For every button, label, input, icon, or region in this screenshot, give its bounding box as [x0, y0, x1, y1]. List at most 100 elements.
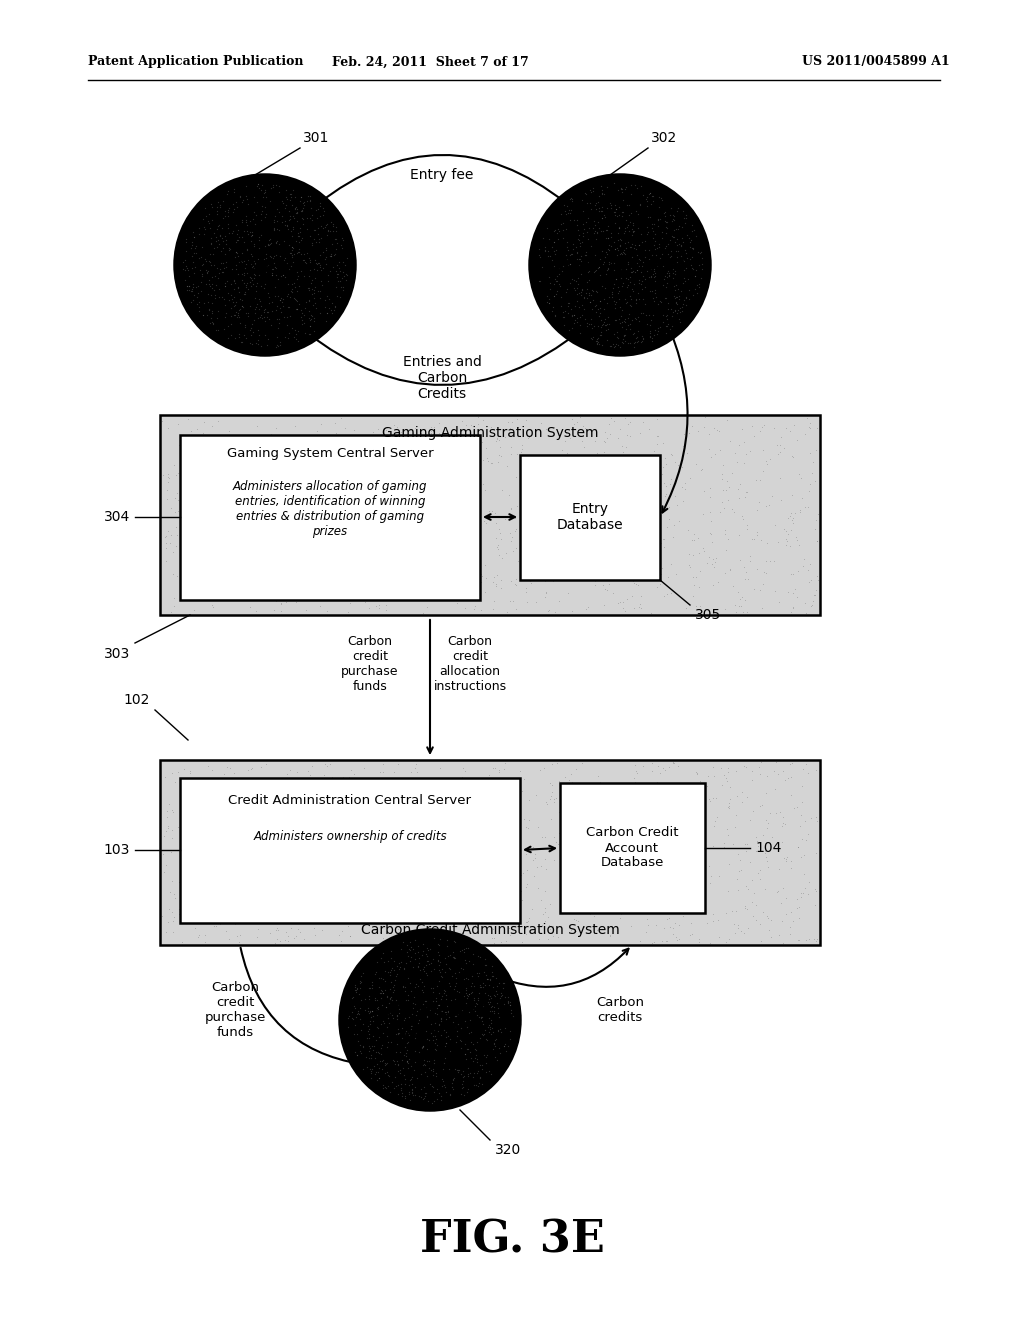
Point: [290, 265, 306, 286]
Point: [202, 243, 218, 264]
Point: [341, 593, 357, 614]
Point: [791, 929, 807, 950]
Point: [444, 774, 461, 795]
Point: [582, 528, 598, 549]
Point: [565, 234, 582, 255]
Point: [314, 455, 331, 477]
Point: [475, 977, 492, 998]
Point: [566, 305, 583, 326]
Point: [601, 574, 617, 595]
Point: [734, 781, 751, 803]
Point: [285, 539, 301, 560]
Point: [217, 908, 233, 929]
Point: [449, 981, 465, 1002]
Point: [493, 446, 509, 467]
Point: [760, 813, 776, 834]
Point: [382, 1032, 398, 1053]
Point: [350, 1030, 367, 1051]
Point: [238, 441, 254, 462]
Point: [219, 199, 236, 220]
Point: [615, 880, 632, 902]
Point: [288, 289, 304, 310]
Point: [712, 440, 728, 461]
Point: [558, 281, 574, 302]
Point: [361, 1002, 378, 1023]
Point: [486, 896, 503, 917]
Point: [321, 463, 337, 484]
Point: [288, 323, 304, 345]
Point: [560, 516, 577, 537]
Point: [184, 871, 201, 892]
Point: [335, 251, 351, 272]
Point: [437, 1077, 454, 1098]
Point: [423, 795, 439, 816]
Point: [367, 817, 383, 838]
Point: [599, 197, 615, 218]
Point: [705, 756, 721, 777]
Point: [270, 313, 287, 334]
Point: [459, 1081, 475, 1102]
Point: [246, 236, 262, 257]
Point: [757, 843, 773, 865]
Point: [798, 602, 814, 623]
Point: [216, 586, 232, 607]
Point: [493, 875, 509, 896]
Point: [588, 193, 604, 214]
Point: [637, 247, 653, 268]
Point: [635, 329, 651, 350]
Point: [682, 822, 698, 843]
Point: [331, 492, 347, 513]
Point: [503, 834, 519, 855]
Point: [256, 306, 272, 327]
Point: [273, 789, 290, 810]
Point: [400, 455, 417, 477]
Point: [355, 758, 372, 779]
Point: [364, 972, 380, 993]
Point: [275, 296, 292, 317]
Point: [597, 314, 613, 335]
Point: [227, 232, 244, 253]
Point: [287, 288, 303, 309]
Point: [802, 474, 818, 495]
Point: [385, 975, 401, 997]
Point: [331, 924, 347, 945]
Point: [659, 293, 676, 314]
Point: [268, 198, 285, 219]
Point: [284, 279, 300, 300]
Point: [537, 898, 553, 919]
Point: [416, 961, 432, 982]
Point: [340, 783, 356, 804]
Point: [458, 993, 474, 1014]
Point: [359, 1020, 376, 1041]
Point: [430, 960, 446, 981]
Point: [464, 486, 480, 507]
Point: [644, 487, 660, 508]
Point: [319, 302, 336, 323]
Point: [333, 277, 349, 298]
Point: [551, 590, 567, 611]
Point: [721, 430, 737, 451]
Point: [227, 478, 244, 499]
Point: [629, 289, 645, 310]
Point: [360, 987, 377, 1008]
Point: [748, 909, 764, 931]
Point: [232, 853, 249, 874]
Point: [696, 407, 713, 428]
Point: [352, 977, 369, 998]
Point: [586, 261, 602, 282]
Point: [344, 1007, 360, 1028]
Point: [364, 1001, 380, 1022]
Point: [244, 220, 260, 242]
Point: [449, 499, 465, 520]
Point: [671, 253, 687, 275]
Point: [399, 1039, 416, 1060]
Point: [510, 417, 526, 438]
Point: [668, 876, 684, 898]
Point: [347, 974, 364, 995]
Point: [432, 966, 449, 987]
Point: [275, 795, 292, 816]
Point: [186, 455, 203, 477]
Point: [312, 428, 329, 449]
Point: [637, 507, 653, 528]
Point: [740, 879, 757, 900]
